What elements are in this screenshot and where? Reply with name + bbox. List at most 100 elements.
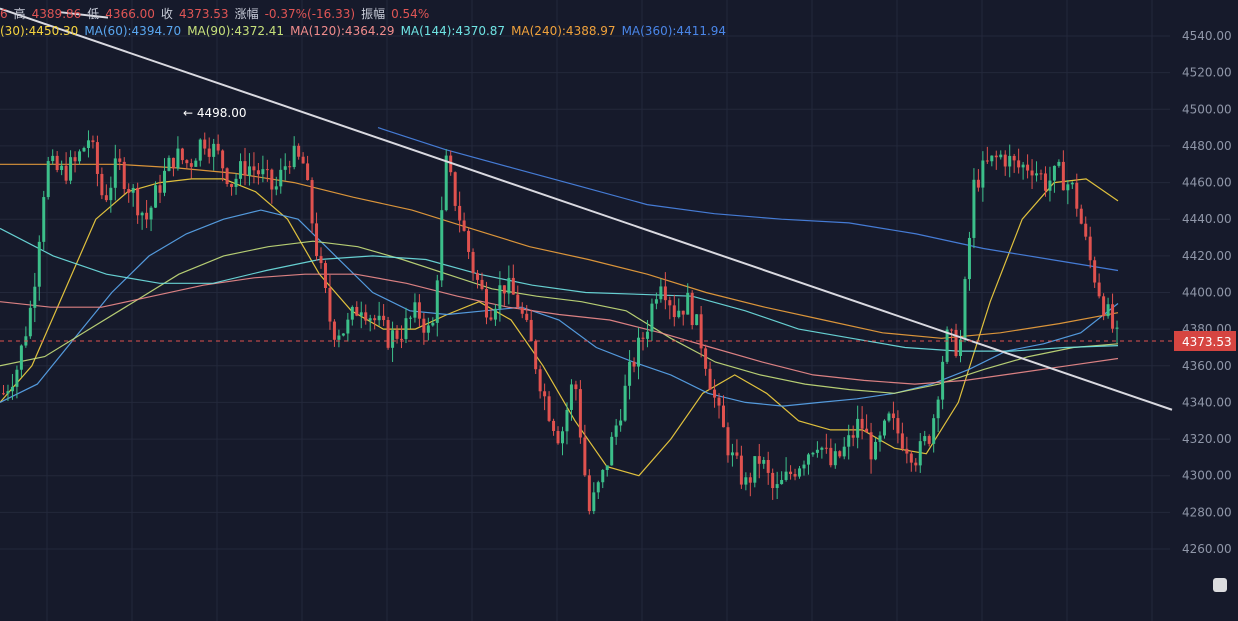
candle-body-205: [918, 441, 922, 466]
candle-body-163: [730, 452, 734, 456]
candle-body-102: [458, 205, 462, 221]
candle-body-75: [337, 335, 341, 340]
candle-body-146: [654, 299, 658, 304]
candle-body-53: [239, 161, 243, 179]
candle-body-227: [1017, 160, 1021, 168]
candle-body-222: [994, 155, 998, 158]
candle-body-94: [422, 318, 426, 333]
candle-body-16: [73, 157, 77, 162]
candle-body-211: [945, 329, 949, 362]
candle-body-121: [543, 391, 547, 397]
candle-body-140: [628, 361, 632, 386]
y-tick-label-13: 4280.00: [1182, 505, 1232, 519]
candle-body-65: [292, 145, 296, 168]
candle-body-174: [780, 479, 784, 485]
candle-body-206: [923, 436, 927, 442]
candle-body-23: [104, 195, 108, 201]
candle-body-179: [802, 464, 806, 469]
candle-body-122: [547, 396, 551, 421]
candle-body-113: [507, 277, 511, 294]
candle-body-42: [189, 163, 193, 167]
ohlc-header: 6 高 4389.86 低 4366.00 收 4373.53 涨幅 -0.37%(-16.33…: [0, 5, 435, 22]
candle-body-39: [176, 148, 180, 169]
candle-body-9: [42, 197, 46, 242]
candle-body-249: [1115, 327, 1119, 329]
ohlc-field-7: 涨幅: [234, 7, 259, 21]
candle-body-144: [645, 331, 649, 339]
candle-body-200: [896, 418, 900, 434]
price-axis: 4540.00 4520.00 4500.00 4480.00 4460.00 4440.…: [1182, 29, 1232, 556]
candle-body-118: [529, 319, 533, 342]
ma-legend-item-4: MA(144):4370.87: [400, 24, 506, 38]
candle-body-15: [69, 157, 73, 181]
candle-body-239: [1070, 182, 1074, 185]
candle-body-226: [1012, 155, 1016, 161]
candle-body-28: [127, 189, 131, 193]
chart-grid: [0, 0, 1170, 621]
candle-body-36: [162, 170, 166, 193]
ohlc-field-5: 收: [160, 7, 173, 21]
candle-body-44: [198, 139, 202, 161]
candle-body-237: [1061, 161, 1065, 191]
candle-body-209: [936, 399, 940, 419]
candle-body-228: [1021, 164, 1025, 168]
candle-body-216: [967, 237, 971, 280]
candle-body-167: [748, 477, 752, 483]
candle-body-120: [538, 369, 542, 392]
candle-body-197: [882, 420, 886, 436]
ma-line-MA(30): [0, 178, 1119, 477]
candle-body-21: [95, 142, 99, 174]
candle-body-35: [158, 185, 162, 193]
candle-body-160: [717, 397, 721, 406]
candle-body-175: [784, 471, 788, 480]
candle-body-101: [453, 172, 457, 206]
candle-body-232: [1039, 173, 1043, 175]
candle-body-217: [972, 179, 976, 238]
candle-body-130: [583, 437, 587, 476]
ma-legend-item-5: MA(240):4388.97: [511, 24, 616, 38]
candle-body-191: [856, 418, 860, 438]
candle-body-24: [109, 187, 113, 201]
ma-line-MA(144): [0, 227, 1119, 352]
y-tick-label-1: 4520.00: [1182, 66, 1232, 80]
candle-body-82: [368, 318, 372, 321]
candle-body-18: [82, 147, 86, 152]
candle-body-73: [328, 288, 332, 322]
candle-body-225: [1008, 155, 1012, 167]
candle-body-172: [771, 472, 775, 489]
candle-body-152: [681, 310, 685, 315]
candle-body-27: [122, 161, 126, 190]
ma-line-MA(120): [0, 273, 1119, 385]
ohlc-field-9: 振幅: [361, 7, 386, 21]
candle-body-132: [592, 492, 596, 512]
candle-body-165: [739, 455, 743, 485]
candle-body-193: [865, 428, 869, 433]
candle-body-138: [619, 420, 623, 426]
candle-body-33: [149, 207, 153, 220]
candle-body-176: [789, 471, 793, 475]
candle-body-181: [811, 452, 815, 455]
candle-body-224: [1003, 154, 1007, 167]
candle-body-0: [2, 393, 5, 395]
ma-legend-item-3: MA(120):4364.29: [290, 24, 395, 38]
candle-body-84: [377, 315, 381, 321]
candle-body-112: [502, 285, 506, 294]
candle-body-147: [659, 286, 663, 300]
candle-body-243: [1088, 236, 1092, 261]
candle-body-246: [1102, 296, 1106, 317]
candle-body-136: [610, 436, 614, 466]
candle-body-26: [118, 158, 122, 162]
candle-body-38: [171, 157, 175, 169]
candle-body-188: [842, 446, 846, 457]
candle-body-4: [19, 345, 23, 370]
candle-body-214: [959, 339, 963, 356]
candle-body-189: [847, 435, 851, 447]
y-tick-label-14: 4260.00: [1182, 542, 1232, 556]
candle-body-117: [525, 313, 529, 320]
candle-body-43: [194, 160, 198, 167]
candle-body-158: [708, 368, 712, 390]
candle-body-68: [306, 163, 310, 181]
candle-body-168: [753, 456, 757, 483]
ohlc-field-1: 高: [13, 7, 26, 21]
